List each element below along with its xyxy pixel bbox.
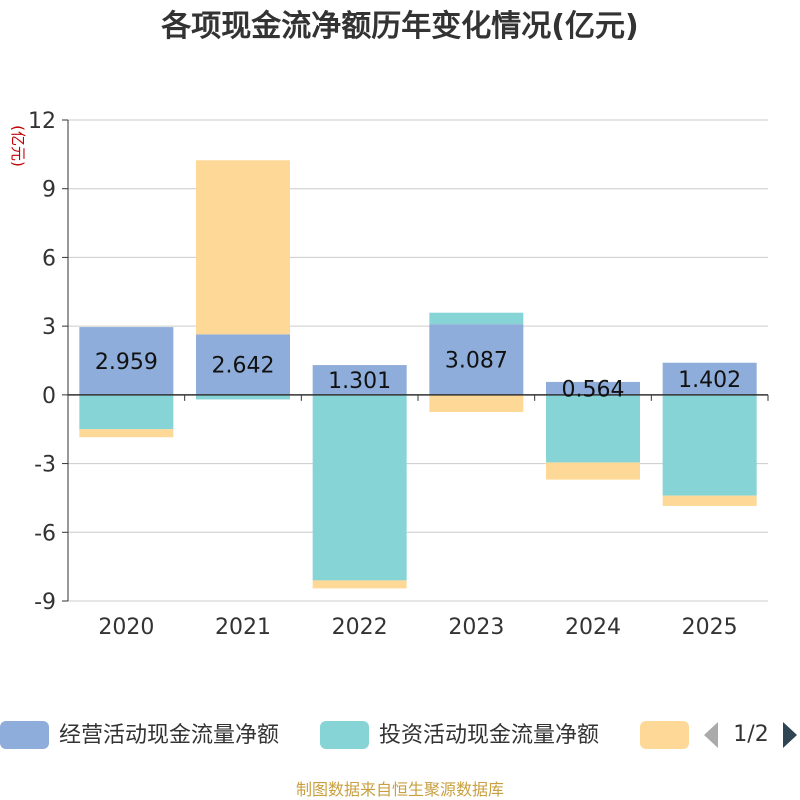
data-label-2022: 1.301 <box>328 369 391 394</box>
legend-label-0[interactable]: 经营活动现金流量净额 <box>59 723 279 748</box>
grid-lines <box>68 119 768 602</box>
bar-2025-series-2[interactable] <box>662 495 757 506</box>
y-tick-label: -9 <box>34 590 56 615</box>
bar-2025-series-0[interactable] <box>662 362 757 395</box>
y-tick-label: -6 <box>34 521 56 546</box>
data-labels: 2.959 2.642 1.301 3.087 0.564 1.402 <box>95 349 741 403</box>
data-source: 制图数据来自恒生聚源数据库 <box>296 780 504 799</box>
data-label-2025: 1.402 <box>678 368 741 393</box>
y-tick-label: 9 <box>42 178 56 203</box>
legend-next-page-icon[interactable] <box>783 722 797 748</box>
legend-pager: 1/2 <box>704 722 797 748</box>
bar-2022-series-1[interactable] <box>312 394 407 581</box>
bar-2020-series-2[interactable] <box>79 429 174 438</box>
legend: 经营活动现金流量净额 投资活动现金流量净额 <box>0 721 689 749</box>
legend-swatch-2[interactable] <box>640 721 689 749</box>
y-tick-label: 12 <box>28 109 56 134</box>
y-axis-unit: (亿元) <box>9 125 27 167</box>
data-label-2021: 2.642 <box>212 354 275 379</box>
y-tick-label: 0 <box>42 384 56 409</box>
legend-label-1[interactable]: 投资活动现金流量净额 <box>379 723 599 748</box>
data-label-2020: 2.959 <box>95 350 158 375</box>
x-tick-label: 2021 <box>215 615 271 640</box>
bar-2024-series-2[interactable] <box>546 462 640 480</box>
legend-swatch-0[interactable] <box>0 721 49 749</box>
bar-2021-series-2[interactable] <box>196 160 290 335</box>
bar-2021-series-0[interactable] <box>196 334 290 395</box>
bar-2022-series-0[interactable] <box>312 365 407 395</box>
y-tick-label: 6 <box>42 246 56 271</box>
bar-2023-series-1[interactable] <box>429 312 524 325</box>
bar-2020-series-0[interactable] <box>79 327 174 395</box>
x-tick-label: 2023 <box>448 615 504 640</box>
data-label-2024: 0.564 <box>562 377 625 402</box>
legend-prev-page-icon[interactable] <box>704 722 718 748</box>
x-tick-label: 2020 <box>98 615 154 640</box>
axes: 12 9 6 3 0 -3 -6 -9 2020 2021 2022 2023 2024 2025 <box>28 109 769 640</box>
data-label-2023: 3.087 <box>445 349 508 374</box>
bar-2021-series-1[interactable] <box>196 394 290 400</box>
x-tick-label: 2022 <box>332 615 388 640</box>
chart-title: 各项现金流净额历年变化情况(亿元) <box>160 9 638 44</box>
bar-2020-series-1[interactable] <box>79 394 174 430</box>
legend-page-indicator: 1/2 <box>733 722 768 747</box>
bar-2023-series-2[interactable] <box>429 394 524 413</box>
bar-2024-series-1[interactable] <box>546 394 640 463</box>
bar-2022-series-2[interactable] <box>312 580 407 589</box>
bar-2024-series-0[interactable] <box>546 381 640 395</box>
x-tick-label: 2024 <box>565 615 621 640</box>
bar-2023-series-0[interactable] <box>429 324 524 395</box>
bar-2025-series-1[interactable] <box>662 394 757 496</box>
x-tick-label: 2025 <box>682 615 738 640</box>
legend-swatch-1[interactable] <box>320 721 369 749</box>
bars <box>79 160 757 589</box>
y-tick-label: -3 <box>34 453 56 478</box>
y-tick-label: 3 <box>42 315 56 340</box>
